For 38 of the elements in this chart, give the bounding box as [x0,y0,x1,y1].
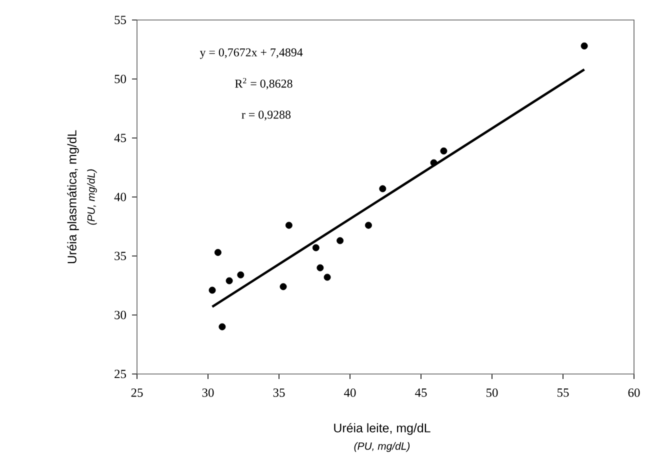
text: (PU, mg/dL) [87,169,97,225]
x-tick-label: 40 [344,388,356,397]
x-tick-label: 25 [131,388,143,397]
point [280,283,287,290]
point [208,286,216,294]
x-axis-title: Uréia leite, mg/dL [334,423,430,435]
point [285,222,292,229]
x-tick-label: 30 [202,388,214,397]
y-tick-label: 30 [114,310,126,320]
x-tick-label: 35 [273,388,285,397]
x-tick-label: 55 [558,388,569,397]
point [430,159,438,166]
annotation: r = 0,9288 [242,110,291,120]
y-tick-label: 45 [114,134,126,142]
point [580,42,588,50]
point [237,271,244,278]
point [226,277,233,284]
point [336,237,344,244]
point [379,185,386,192]
point [324,274,331,281]
y-tick-label: 40 [114,192,126,202]
point [440,147,448,154]
text: (PU, mg/dL) [354,442,410,452]
point [218,323,226,330]
point [214,248,222,256]
y-axis-title: Uréia plasmática, mg/dL [67,130,79,264]
x-tick-label: 60 [628,388,640,397]
point [316,264,324,272]
y-tick-label: 50 [114,74,126,84]
y-tick-label: 25 [114,370,126,378]
x-tick-label: 50 [486,388,498,397]
annotation: R$^{2}$ = 0,8628 [235,78,292,90]
point [364,222,372,229]
x-tick-label: 45 [415,388,427,397]
annotation: y = 0,7672x + 7,4894 [200,48,303,59]
y-tick-label: 55 [114,16,126,24]
point [312,244,320,252]
y-tick-label: 35 [114,252,126,260]
